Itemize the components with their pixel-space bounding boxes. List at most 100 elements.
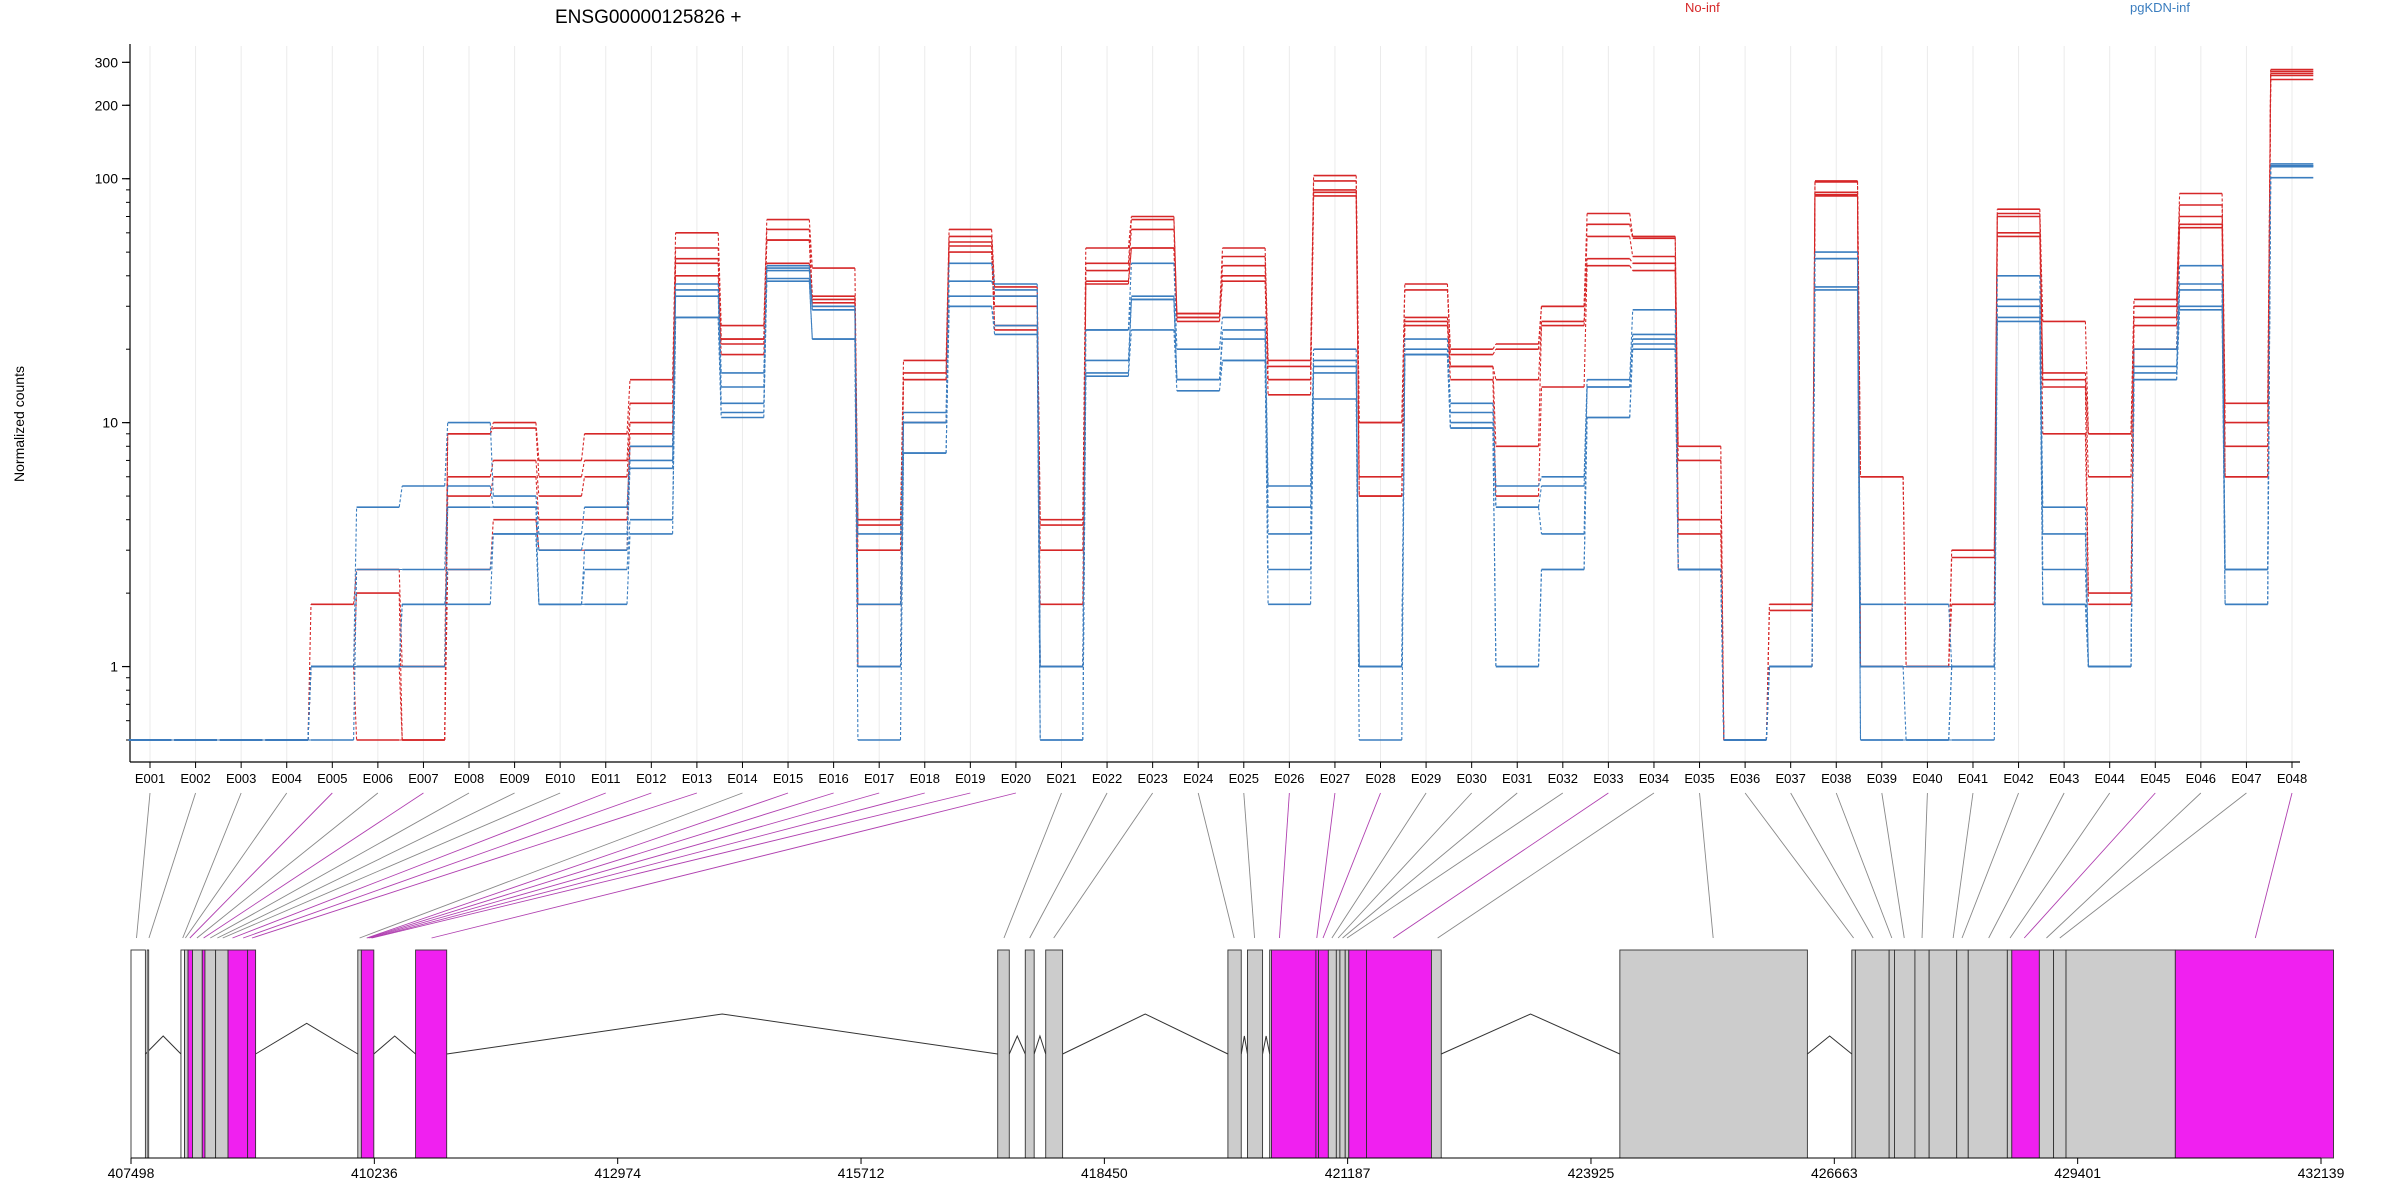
genomic-tick-label: 407498 — [108, 1165, 155, 1181]
intron-3 — [446, 1013, 998, 1055]
exon-block-14 — [997, 949, 1010, 1159]
connector-E029 — [1331, 792, 1427, 939]
y-tick-label: 200 — [95, 97, 119, 113]
connector-E014 — [359, 792, 743, 939]
exon-block-2 — [180, 949, 185, 1159]
y-tick-label: 1 — [110, 659, 118, 675]
connector-E041 — [1952, 792, 1974, 939]
x-tick-label-E045: E045 — [2140, 771, 2170, 786]
x-tick-label-E021: E021 — [1046, 771, 1076, 786]
intron-7 — [1240, 1035, 1248, 1055]
x-tick-label-E023: E023 — [1137, 771, 1167, 786]
connector-E019 — [371, 792, 971, 939]
exon-block-0 — [130, 949, 146, 1159]
intron-2 — [373, 1035, 416, 1055]
x-tick-label-E012: E012 — [636, 771, 666, 786]
x-tick-label-E034: E034 — [1639, 771, 1669, 786]
genomic-tick-label: 410236 — [351, 1165, 398, 1181]
connector-E024 — [1197, 792, 1235, 939]
connector-E040 — [1921, 792, 1928, 939]
exon-block-40 — [2011, 949, 2040, 1159]
exon-block-42 — [2053, 949, 2067, 1159]
chart-title: ENSG00000125826 + — [555, 7, 741, 28]
exon-connector-lines — [136, 792, 2293, 939]
connector-E032 — [1346, 792, 1564, 939]
x-tick-label-E039: E039 — [1867, 771, 1897, 786]
connector-E043 — [1988, 792, 2065, 939]
x-tick-label-E007: E007 — [408, 771, 438, 786]
legend-label-pgkdn-inf: pgKDN-inf — [2130, 0, 2190, 15]
x-tick-label-E004: E004 — [272, 771, 302, 786]
x-tick-label-E013: E013 — [682, 771, 712, 786]
y-axis: 1 10 100 200 300 — [95, 44, 131, 762]
connector-E011 — [232, 792, 606, 939]
connector-E028 — [1322, 792, 1381, 939]
genomic-tick-label: 415712 — [838, 1165, 885, 1181]
x-tick-label-E044: E044 — [2095, 771, 2125, 786]
genomic-tick-label: 423925 — [1568, 1165, 1615, 1181]
x-tick-label-E030: E030 — [1456, 771, 1486, 786]
genomic-tick-label: 426663 — [1811, 1165, 1858, 1181]
genomic-tick-label: 412974 — [594, 1165, 641, 1181]
y-axis-label: Normalized counts — [11, 366, 27, 482]
connector-E030 — [1337, 792, 1472, 939]
connector-E035 — [1699, 792, 1714, 939]
exon-block-39 — [2006, 949, 2013, 1159]
exon-block-25 — [1339, 949, 1346, 1159]
exon-block-32 — [1854, 949, 1890, 1159]
x-tick-label-E027: E027 — [1320, 771, 1350, 786]
exon-block-18 — [1247, 949, 1264, 1159]
x-tick-label-E029: E029 — [1411, 771, 1441, 786]
exon-block-22 — [1318, 949, 1329, 1159]
connector-E047 — [2059, 792, 2247, 939]
intron-4 — [1008, 1034, 1026, 1055]
x-tick-label-E008: E008 — [454, 771, 484, 786]
connector-E042 — [1961, 792, 2019, 939]
connector-E004 — [185, 792, 288, 939]
exon-block-38 — [1967, 949, 2008, 1159]
connector-E025 — [1243, 792, 1256, 939]
connector-E022 — [1029, 792, 1108, 939]
connector-E001 — [136, 792, 151, 939]
exon-block-13 — [415, 949, 448, 1159]
gene-model — [130, 949, 2334, 1159]
x-tick-label-E042: E042 — [2003, 771, 2033, 786]
connector-E003 — [182, 792, 242, 939]
connector-E018 — [370, 792, 925, 939]
x-tick-label-E041: E041 — [1958, 771, 1988, 786]
x-tick-label-E011: E011 — [591, 771, 620, 786]
connector-E020 — [431, 792, 1017, 939]
exon-block-8 — [215, 949, 229, 1159]
genomic-tick-label: 418450 — [1081, 1165, 1128, 1181]
x-tick-label-E016: E016 — [818, 771, 848, 786]
exon-block-27 — [1348, 949, 1368, 1159]
x-tick-label-E006: E006 — [363, 771, 393, 786]
x-tick-label-E038: E038 — [1821, 771, 1851, 786]
exon-block-20 — [1271, 949, 1317, 1159]
x-tick-label-E028: E028 — [1365, 771, 1395, 786]
exon-block-37 — [1956, 949, 1969, 1159]
exon-block-1 — [146, 949, 150, 1159]
connector-E038 — [1835, 792, 1893, 939]
exon-block-44 — [2174, 949, 2334, 1159]
exon-block-23 — [1327, 949, 1337, 1159]
connector-E021 — [1003, 792, 1062, 939]
exon-block-15 — [1024, 949, 1035, 1159]
connector-E034 — [1437, 792, 1655, 939]
x-tick-label-E014: E014 — [727, 771, 757, 786]
exon-block-35 — [1914, 949, 1930, 1159]
x-tick-label-E022: E022 — [1092, 771, 1122, 786]
exon-block-17 — [1227, 949, 1242, 1159]
exon-block-5 — [192, 949, 203, 1159]
x-tick-label-E017: E017 — [864, 771, 894, 786]
y-tick-label: 100 — [95, 171, 119, 187]
connector-E046 — [2046, 792, 2202, 939]
connector-E026 — [1279, 792, 1290, 939]
connector-E023 — [1053, 792, 1154, 939]
connector-E008 — [210, 792, 470, 939]
connector-E037 — [1790, 792, 1874, 939]
intron-8 — [1262, 1035, 1271, 1055]
exon-block-43 — [2065, 949, 2176, 1159]
connector-E010 — [222, 792, 561, 939]
connector-E045 — [2023, 792, 2156, 939]
